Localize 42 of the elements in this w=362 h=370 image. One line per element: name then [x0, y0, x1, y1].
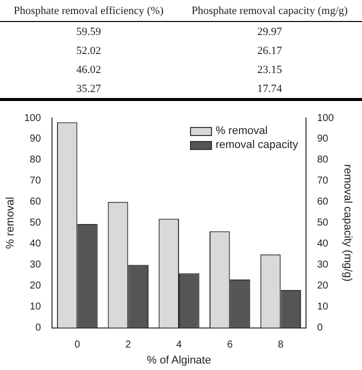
y2-tick-label: 90 — [317, 134, 329, 145]
y-tick-label: 60 — [30, 196, 42, 208]
text: 23.15 — [256, 62, 283, 78]
y2-axis-title: removal capacity (mg/g) — [341, 164, 354, 282]
y2-tick-label: 0 — [317, 322, 324, 334]
y-tick-label: 0 — [35, 322, 42, 334]
x-tick-label: 2 — [125, 340, 132, 351]
y2-tick-label: 50 — [317, 218, 329, 229]
x-axis-title: % of Alginate — [146, 354, 212, 366]
y-tick-label: 50 — [30, 218, 42, 229]
y-tick-label: 100 — [24, 112, 42, 124]
text: 52.02 — [75, 44, 102, 58]
text: Phosphate removal capacity (mg/g) — [177, 0, 362, 22]
y2-tick-label: 60 — [317, 196, 329, 208]
y-tick-label: 20 — [30, 280, 42, 292]
text: 29.97 — [256, 24, 283, 40]
text: 46.02 — [75, 62, 102, 78]
legend-label: removal capacity — [216, 139, 298, 151]
y-tick-label: 80 — [30, 154, 42, 166]
y2-tick-label: 40 — [317, 238, 329, 250]
y-tick-label: 70 — [30, 176, 42, 187]
y2-tick-label: 20 — [317, 280, 329, 292]
x-tick-label: 6 — [227, 340, 234, 351]
y2-tick-label: 100 — [317, 112, 334, 124]
y-tick-label: 90 — [30, 134, 42, 145]
x-tick-label: 8 — [278, 340, 284, 351]
text: 35.27 — [75, 82, 102, 96]
x-tick-label: 0 — [74, 340, 81, 351]
y2-tick-label: 80 — [317, 154, 329, 166]
y2-tick-label: 10 — [317, 302, 329, 313]
y-tick-label: 40 — [30, 238, 42, 250]
y-tick-label: 30 — [30, 260, 42, 271]
y2-tick-label: 70 — [317, 176, 329, 187]
legend-label: % removal — [216, 125, 268, 137]
text: 59.59 — [75, 24, 102, 40]
y-tick-label: 10 — [30, 302, 42, 313]
text: 17.74 — [256, 82, 283, 96]
text: Phosphate removal efficiency (%) — [0, 0, 178, 22]
y-axis-title: % removal — [4, 196, 17, 249]
x-tick-label: 4 — [176, 340, 182, 351]
text: 26.17 — [256, 44, 283, 58]
y2-tick-label: 30 — [317, 260, 329, 271]
